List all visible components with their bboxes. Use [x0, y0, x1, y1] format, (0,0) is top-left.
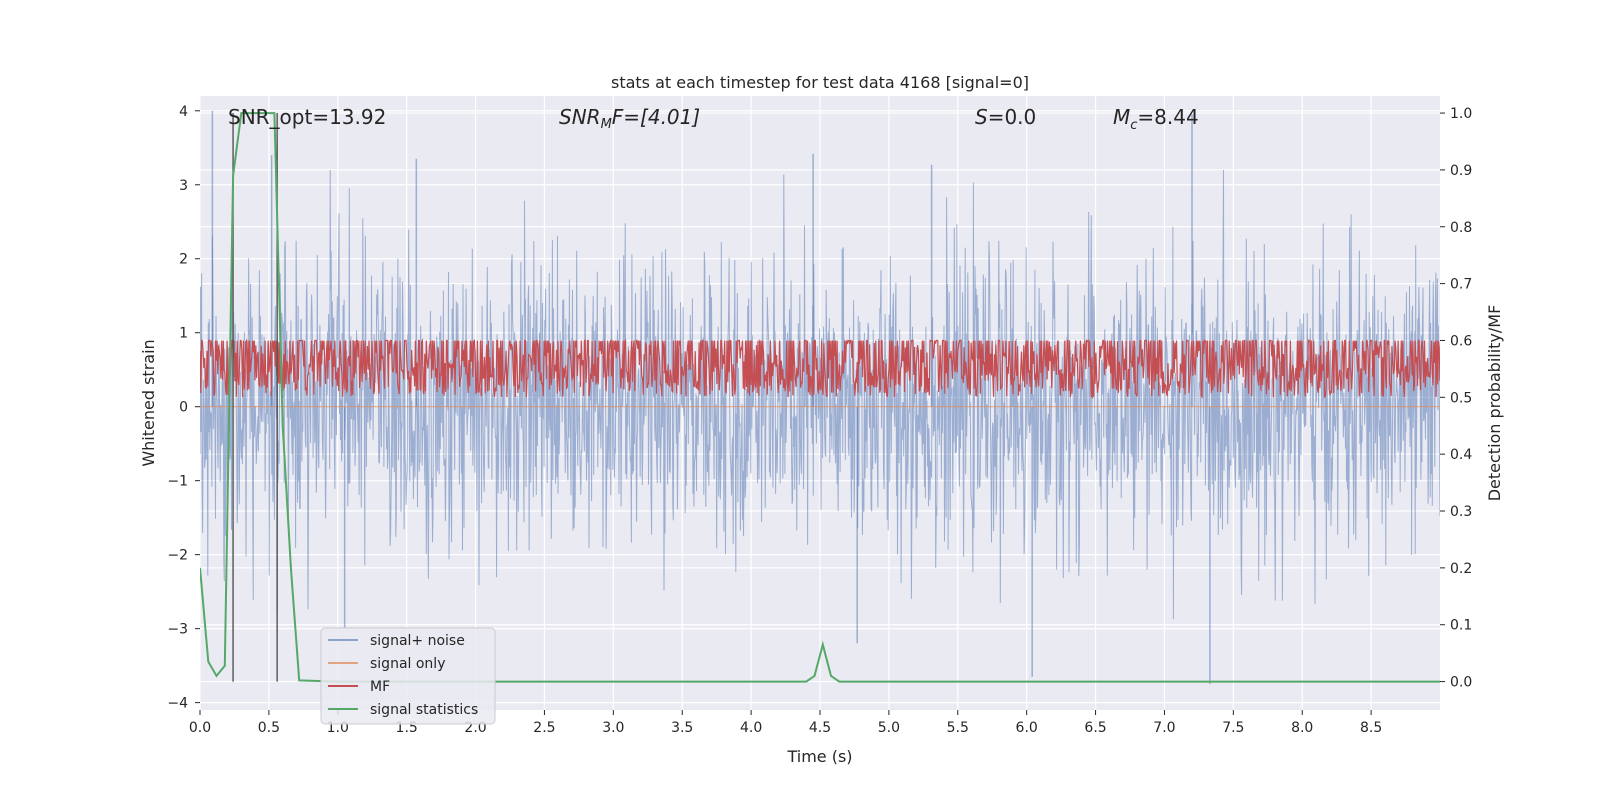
- y-tick-label-right: 0.0: [1450, 675, 1472, 691]
- x-axis-label: Time (s): [786, 747, 852, 766]
- annotation-s: S=0.0: [975, 105, 1036, 129]
- y-axis-label-right: Detection probability/MF: [1485, 305, 1504, 502]
- x-tick-label: 3.5: [671, 720, 693, 736]
- series-mf: [200, 338, 1440, 400]
- y-tick-label-left: −4: [167, 696, 188, 712]
- legend-label-signal-noise: signal+ noise: [370, 633, 465, 649]
- x-tick-label: 5.0: [878, 720, 900, 736]
- y-tick-label-left: −3: [167, 622, 188, 638]
- legend-label-signal-only: signal only: [370, 656, 445, 672]
- y-tick-label-right: 0.7: [1450, 277, 1472, 293]
- legend: signal+ noise signal only MF signal stat…: [320, 627, 496, 725]
- y-tick-label-right: 0.2: [1450, 561, 1472, 577]
- y-tick-label-left: 3: [179, 178, 188, 194]
- y-tick-label-left: −1: [167, 474, 188, 490]
- y-tick-label-left: 4: [179, 104, 188, 120]
- x-tick-label: 8.0: [1291, 720, 1313, 736]
- ticks: 0.0 0.5 1.0 1.5 2.0 2.5 3.0 3.5 4.0 4.5 5.0 5.5 6.0 6…: [167, 104, 1472, 736]
- x-tick-label: 8.5: [1360, 720, 1382, 736]
- x-tick-label: 7.5: [1222, 720, 1244, 736]
- legend-label-mf: MF: [370, 679, 390, 695]
- x-tick-label: 7.0: [1153, 720, 1175, 736]
- series-signal-noise: [200, 169, 1440, 620]
- y-tick-label-right: 0.4: [1450, 447, 1472, 463]
- x-tick-label: 4.0: [740, 720, 762, 736]
- annotation-snr-opt: SNR_opt=13.92: [228, 105, 386, 129]
- y-tick-label-right: 0.9: [1450, 163, 1472, 179]
- x-tick-label: 6.5: [1084, 720, 1106, 736]
- annotation-snr-mf: SNRMF=[4.01]: [559, 105, 700, 132]
- x-tick-label: 6.0: [1016, 720, 1038, 736]
- y-tick-label-right: 1.0: [1450, 106, 1472, 122]
- y-axis-label-left: Whitened strain: [139, 339, 158, 466]
- x-tick-label: 0.5: [258, 720, 280, 736]
- series-signal-statistics: [200, 112, 1440, 683]
- y-tick-label-right: 0.3: [1450, 504, 1472, 520]
- y-tick-label-left: 1: [179, 326, 188, 342]
- series-layer: [200, 110, 1440, 685]
- x-tick-label: 0.0: [189, 720, 211, 736]
- y-tick-label-right: 0.6: [1450, 333, 1472, 349]
- chart-title: stats at each timestep for test data 416…: [611, 73, 1029, 92]
- x-tick-label: 2.5: [533, 720, 555, 736]
- annotation-mc: Mc=8.44: [1113, 105, 1199, 133]
- x-tick-label: 4.5: [809, 720, 831, 736]
- y-tick-label-right: 0.5: [1450, 390, 1472, 406]
- y-tick-label-left: 2: [179, 252, 188, 268]
- y-tick-label-right: 0.8: [1450, 220, 1472, 236]
- x-tick-label: 5.5: [947, 720, 969, 736]
- y-tick-label-left: 0: [179, 400, 188, 416]
- y-tick-label-right: 0.1: [1450, 618, 1472, 634]
- legend-box: [320, 627, 496, 725]
- legend-label-signal-statistics: signal statistics: [370, 702, 478, 718]
- x-tick-label: 3.0: [602, 720, 624, 736]
- y-tick-label-left: −2: [167, 548, 188, 564]
